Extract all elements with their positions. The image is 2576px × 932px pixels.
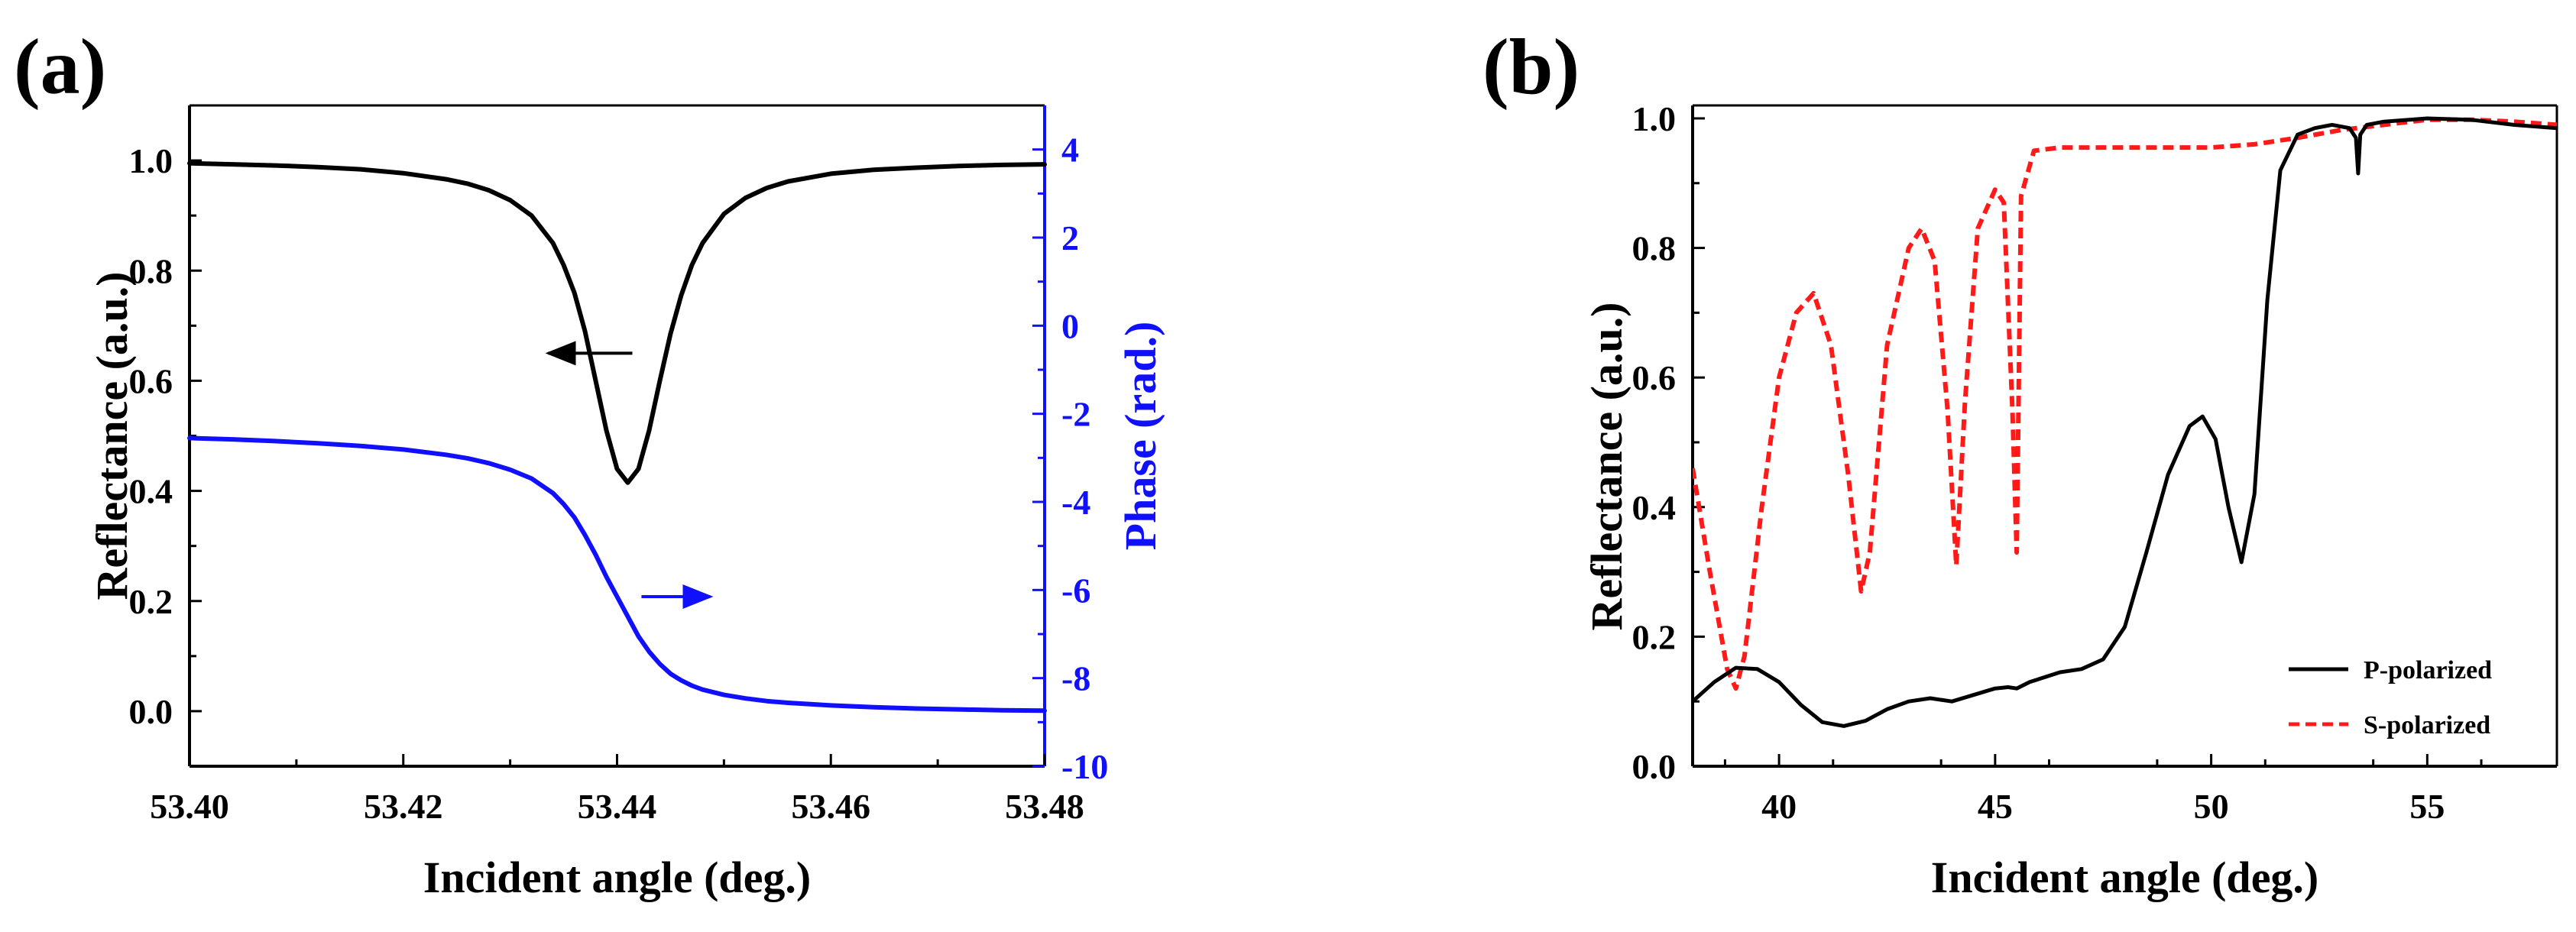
panel-b-legend: P-polarized S-polarized [2289,656,2492,739]
panel-a-y-tick-label: 0.4 [129,472,173,511]
panel-b-plot-area: 40 45 50 55 0.0 0.2 0.4 0.6 0.8 1.0 P-polarized S-p… [1582,99,2558,902]
panel-a-y2-tick-label: -8 [1061,659,1090,698]
panel-a-y2-tick-label: -6 [1061,571,1090,610]
panel-b-x-axis-title: Incident angle (deg.) [1931,853,2319,902]
panel-b-x-tick-label: 50 [2194,787,2229,826]
panel-a-y-tick-label: 1.0 [129,141,173,180]
panel-a-y2-tick-label: 4 [1061,131,1079,170]
panel-a-y2-tick-label: 0 [1061,306,1079,345]
panel-a-x-tick-label: 53.46 [792,787,871,826]
panel-a-y-axis-title: Reflectance (a.u.) [87,272,137,600]
panel-a-y2-tick-label: -2 [1061,395,1090,434]
panel-a-plot-area: 53.40 53.42 53.44 53.46 53.48 0.0 0.2 0.4 0.6 0.8… [87,104,1165,902]
panel-b-chart: (b) 40 45 50 55 0.0 0.2 0.4 0.6 0.8 1.0 P-polarize… [1482,23,2558,902]
panel-b-y-tick-label: 1.0 [1632,99,1677,138]
panel-a-x-tick-label: 53.40 [150,787,229,826]
phase-series-line [187,435,1047,714]
panel-a-y2-tick-label: 2 [1061,218,1079,257]
panel-a-x-tick-label: 53.44 [578,787,657,826]
s-polarized-series-line [1693,117,2557,691]
panel-b-y-tick-label: 0.2 [1632,617,1677,656]
panel-a-y2-tick-label: -4 [1061,483,1090,522]
panel-a-y-tick-label: 0.0 [129,692,173,731]
panel-a-label: (a) [14,23,106,111]
panel-a-chart: (a) 53.40 53.42 53.44 53.46 53.48 0.0 0.2 0.4 0.… [14,23,1165,902]
p-polarized-series-line [1693,116,2557,728]
panel-b-x-tick-label: 40 [1761,787,1797,826]
panel-a-y-tick-label: 0.2 [129,582,173,621]
panel-a-y2-tick-label: -10 [1061,747,1108,786]
panel-b-y-tick-label: 0.6 [1632,358,1677,397]
reflectance-series-line [187,160,1047,485]
panel-b-x-tick-label: 55 [2409,787,2445,826]
panel-a-y-tick-label: 0.8 [129,251,173,290]
panel-b-y-tick-label: 0.8 [1632,229,1677,268]
legend-s-polarized-label: S-polarized [2364,711,2490,739]
panel-a-y-tick-label: 0.6 [129,361,173,400]
panel-a-x-axis-title: Incident angle (deg.) [423,853,812,902]
panel-b-y-tick-label: 0.4 [1632,488,1677,527]
panel-a-y2-axis-title: Phase (rad.) [1116,322,1165,551]
panel-a-x-tick-label: 53.48 [1005,787,1084,826]
panel-b-y-axis-title: Reflectance (a.u.) [1582,303,1631,631]
panel-b-x-tick-label: 45 [1978,787,2013,826]
legend-p-polarized-label: P-polarized [2364,656,2492,684]
panel-b-y-tick-label: 0.0 [1632,747,1677,786]
panel-b-label: (b) [1482,23,1580,111]
panel-a-x-tick-label: 53.42 [364,787,443,826]
